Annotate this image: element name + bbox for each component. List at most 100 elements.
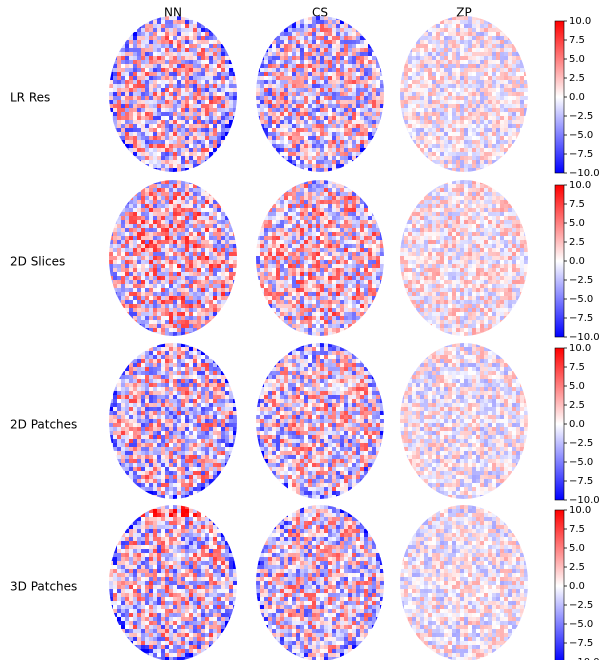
residual-pixel — [340, 264, 344, 268]
residual-pixel — [432, 24, 436, 28]
residual-pixel — [177, 60, 181, 64]
residual-pixel — [153, 284, 157, 288]
residual-pixel — [424, 96, 428, 100]
residual-pixel — [348, 60, 352, 64]
residual-pixel — [197, 212, 201, 216]
residual-pixel — [217, 204, 221, 208]
residual-pixel — [209, 316, 213, 320]
residual-pixel — [364, 144, 368, 148]
residual-pixel — [488, 136, 492, 140]
residual-pixel — [157, 200, 161, 204]
residual-pixel — [336, 140, 340, 144]
residual-pixel — [376, 276, 380, 280]
residual-pixel — [360, 284, 364, 288]
residual-pixel — [368, 248, 372, 252]
residual-pixel — [508, 104, 512, 108]
residual-pixel — [145, 300, 149, 304]
residual-pixel — [272, 128, 276, 132]
residual-pixel — [201, 240, 205, 244]
residual-pixel — [193, 112, 197, 116]
residual-pixel — [348, 88, 352, 92]
residual-pixel — [189, 148, 193, 152]
residual-pixel — [364, 148, 368, 152]
residual-pixel — [516, 64, 520, 68]
residual-pixel — [137, 224, 141, 228]
residual-pixel — [161, 212, 165, 216]
residual-pixel — [512, 84, 516, 88]
residual-pixel — [149, 252, 153, 256]
residual-pixel — [444, 92, 448, 96]
residual-pixel — [340, 20, 344, 24]
residual-pixel — [197, 184, 201, 188]
residual-pixel — [209, 88, 213, 92]
residual-pixel — [137, 128, 141, 132]
residual-pixel — [484, 132, 488, 136]
residual-pixel — [177, 64, 181, 68]
residual-pixel — [352, 272, 356, 276]
residual-pixel — [169, 332, 173, 336]
residual-pixel — [368, 264, 372, 268]
residual-pixel — [364, 252, 368, 256]
residual-pixel — [292, 32, 296, 36]
residual-pixel — [328, 64, 332, 68]
residual-pixel — [177, 56, 181, 60]
residual-pixel — [464, 20, 468, 24]
residual-pixel — [189, 292, 193, 296]
residual-pixel — [272, 48, 276, 52]
residual-pixel — [348, 144, 352, 148]
residual-pixel — [316, 148, 320, 152]
residual-pixel — [456, 168, 460, 172]
residual-pixel — [308, 68, 312, 72]
residual-pixel — [312, 56, 316, 60]
residual-pixel — [189, 52, 193, 56]
residual-pixel — [296, 228, 300, 232]
residual-pixel — [336, 296, 340, 300]
residual-pixel — [324, 52, 328, 56]
residual-pixel — [496, 40, 500, 44]
residual-pixel — [416, 56, 420, 60]
residual-pixel — [157, 116, 161, 120]
residual-pixel — [492, 44, 496, 48]
residual-pixel — [352, 152, 356, 156]
residual-pixel — [280, 252, 284, 256]
residual-pixel — [109, 68, 113, 72]
residual-pixel — [161, 224, 165, 228]
residual-pixel — [436, 96, 440, 100]
residual-pixel — [508, 148, 512, 152]
residual-pixel — [456, 56, 460, 60]
residual-pixel — [480, 156, 484, 160]
residual-pixel — [460, 68, 464, 72]
residual-pixel — [272, 140, 276, 144]
residual-pixel — [440, 32, 444, 36]
residual-pixel — [185, 312, 189, 316]
residual-pixel — [416, 104, 420, 108]
residual-pixel — [181, 44, 185, 48]
residual-pixel — [153, 312, 157, 316]
residual-pixel — [272, 144, 276, 148]
residual-pixel — [288, 224, 292, 228]
residual-pixel — [304, 188, 308, 192]
residual-pixel — [217, 240, 221, 244]
residual-pixel — [300, 48, 304, 52]
residual-pixel — [316, 292, 320, 296]
residual-pixel — [268, 108, 272, 112]
residual-pixel — [149, 288, 153, 292]
residual-pixel — [288, 88, 292, 92]
residual-pixel — [324, 112, 328, 116]
residual-pixel — [344, 220, 348, 224]
residual-pixel — [444, 156, 448, 160]
residual-pixel — [201, 144, 205, 148]
residual-pixel — [189, 100, 193, 104]
residual-pixel — [165, 208, 169, 212]
residual-pixel — [233, 232, 237, 236]
residual-pixel — [153, 120, 157, 124]
residual-pixel — [340, 216, 344, 220]
residual-pixel — [185, 28, 189, 32]
residual-pixel — [348, 236, 352, 240]
residual-pixel — [193, 104, 197, 108]
residual-pixel — [145, 72, 149, 76]
residual-pixel — [272, 224, 276, 228]
residual-pixel — [516, 136, 520, 140]
residual-pixel — [272, 72, 276, 76]
residual-pixel — [376, 84, 380, 88]
